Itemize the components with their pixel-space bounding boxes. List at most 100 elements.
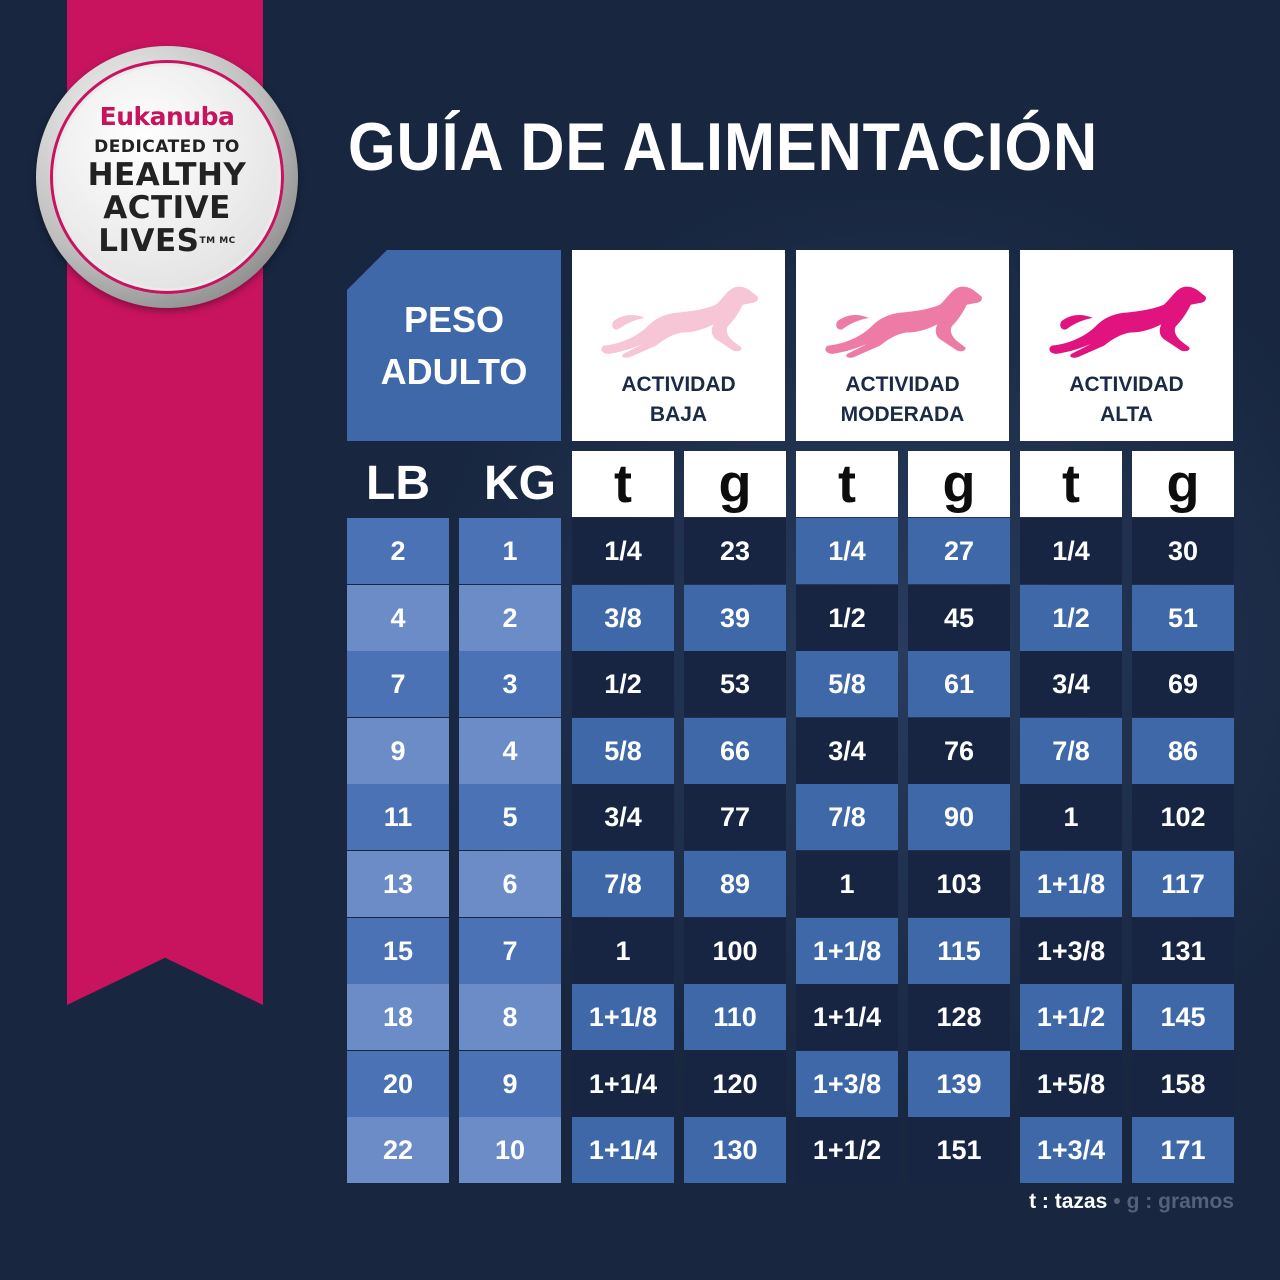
table-cell: 1 [572, 917, 674, 984]
table-cell: 1+5/8 [1020, 1050, 1122, 1117]
table-cell: 1+3/4 [1020, 1117, 1122, 1184]
table-cell: 171 [1132, 1117, 1234, 1184]
table-cell: 30 [1132, 518, 1234, 584]
unit-header-g: g [1132, 451, 1234, 517]
legend-gramos: g : gramos [1126, 1190, 1234, 1213]
table-cell: 76 [908, 717, 1010, 784]
table-cell: 45 [908, 584, 1010, 651]
table-cell: 110 [684, 984, 786, 1051]
table-cell: 6 [459, 851, 561, 917]
peso-line2: ADULTO [380, 350, 528, 392]
table-cell: 131 [1132, 917, 1234, 984]
table-cell: 77 [684, 784, 786, 851]
table-cell: 90 [908, 784, 1010, 851]
legend: t : tazas • g : gramos [1029, 1190, 1234, 1214]
table-cell: 18 [347, 984, 449, 1051]
table-cell: 3/8 [572, 584, 674, 651]
badge-dedicated: DEDICATED TO [94, 137, 240, 157]
activity-header-1: ACTIVIDAD BAJA [572, 250, 785, 441]
unit-header-t: t [1020, 451, 1122, 517]
unit-header-t: t [572, 451, 674, 517]
table-cell: 23 [684, 518, 786, 584]
table-cell: 139 [908, 1050, 1010, 1117]
table-cell: 86 [1132, 717, 1234, 784]
table-cell: 1/4 [572, 518, 674, 584]
table-cell: 102 [1132, 784, 1234, 851]
activity-label: ACTIVIDAD ALTA [1020, 370, 1233, 430]
activity-label: ACTIVIDAD BAJA [572, 370, 785, 430]
table-cell: 7 [459, 917, 561, 984]
activity-label-line1: ACTIVIDAD [621, 373, 736, 396]
page-title: GUÍA DE ALIMENTACIÓN [348, 109, 1099, 185]
table-cell: 9 [459, 1050, 561, 1117]
table-cell: 120 [684, 1050, 786, 1117]
table-cell: 151 [908, 1117, 1010, 1184]
peso-adulto-header: PESO ADULTO [347, 250, 561, 441]
table-cell: 4 [347, 584, 449, 651]
table-cell: 103 [908, 851, 1010, 917]
table-cell: 66 [684, 717, 786, 784]
table-cell: 7/8 [1020, 717, 1122, 784]
table-cell: 61 [908, 651, 1010, 718]
table-cell: 145 [1132, 984, 1234, 1051]
running-dog-icon [825, 286, 982, 358]
table-cell: 1/2 [572, 651, 674, 718]
table-cell: 39 [684, 584, 786, 651]
activity-label-line2: ALTA [1100, 403, 1153, 426]
unit-header-lb: LB [366, 457, 430, 510]
activity-label-line1: ACTIVIDAD [845, 373, 960, 396]
activity-header-3: ACTIVIDAD ALTA [1020, 250, 1233, 441]
peso-line1: PESO [403, 298, 505, 340]
table-cell: 22 [347, 1117, 449, 1184]
badge-line3: LIVESTM MC [50, 225, 284, 258]
activity-label-line1: ACTIVIDAD [1069, 373, 1184, 396]
table-cell: 1+1/8 [1020, 851, 1122, 917]
table-cell: 4 [459, 717, 561, 784]
table-cell: 158 [1132, 1050, 1234, 1117]
table-cell: 10 [459, 1117, 561, 1184]
table-cell: 1/2 [796, 584, 898, 651]
table-cell: 1+3/8 [1020, 917, 1122, 984]
table-cell: 1+1/2 [796, 1117, 898, 1184]
table-cell: 51 [1132, 584, 1234, 651]
table-cell: 7/8 [796, 784, 898, 851]
unit-header-g: g [684, 451, 786, 517]
activity-label: ACTIVIDAD MODERADA [796, 370, 1009, 430]
badge-line1: HEALTHY [87, 157, 247, 193]
table-cell: 1 [459, 518, 561, 584]
table-cell: 128 [908, 984, 1010, 1051]
unit-header-t: t [796, 451, 898, 517]
table-cell: 89 [684, 851, 786, 917]
table-cell: 1/2 [1020, 584, 1122, 651]
table-cell: 1/4 [796, 518, 898, 584]
table-cell: 15 [347, 917, 449, 984]
table-cell: 2 [459, 584, 561, 651]
table-cell: 130 [684, 1117, 786, 1184]
table-cell: 100 [684, 917, 786, 984]
table-cell: 1 [1020, 784, 1122, 851]
unit-header-g: g [908, 451, 1010, 517]
table-cell: 3/4 [572, 784, 674, 851]
badge-tm: TM MC [199, 236, 236, 246]
table-cell: 1+1/2 [1020, 984, 1122, 1051]
legend-tazas: t : tazas [1029, 1190, 1108, 1213]
activity-header-2: ACTIVIDAD MODERADA [796, 250, 1009, 441]
table-cell: 5 [459, 784, 561, 851]
table-cell: 1+1/4 [796, 984, 898, 1051]
table-cell: 8 [459, 984, 561, 1051]
unit-header-kg: KG [484, 457, 556, 510]
table-cell: 2 [347, 518, 449, 584]
table-cell: 7/8 [572, 851, 674, 917]
table-cell: 69 [1132, 651, 1234, 718]
table-cell: 1/4 [1020, 518, 1122, 584]
badge-inner: Eukanuba DEDICATED TO HEALTHY ACTIVE LIV… [50, 60, 284, 294]
table-cell: 115 [908, 917, 1010, 984]
table-cell: 117 [1132, 851, 1234, 917]
badge-line3-text: LIVES [98, 223, 200, 259]
table-cell: 27 [908, 518, 1010, 584]
running-dog-icon [601, 286, 758, 358]
table-cell: 3/4 [796, 717, 898, 784]
badge-line2: ACTIVE [103, 190, 231, 226]
activity-label-line2: BAJA [649, 403, 708, 426]
table-cell: 13 [347, 851, 449, 917]
